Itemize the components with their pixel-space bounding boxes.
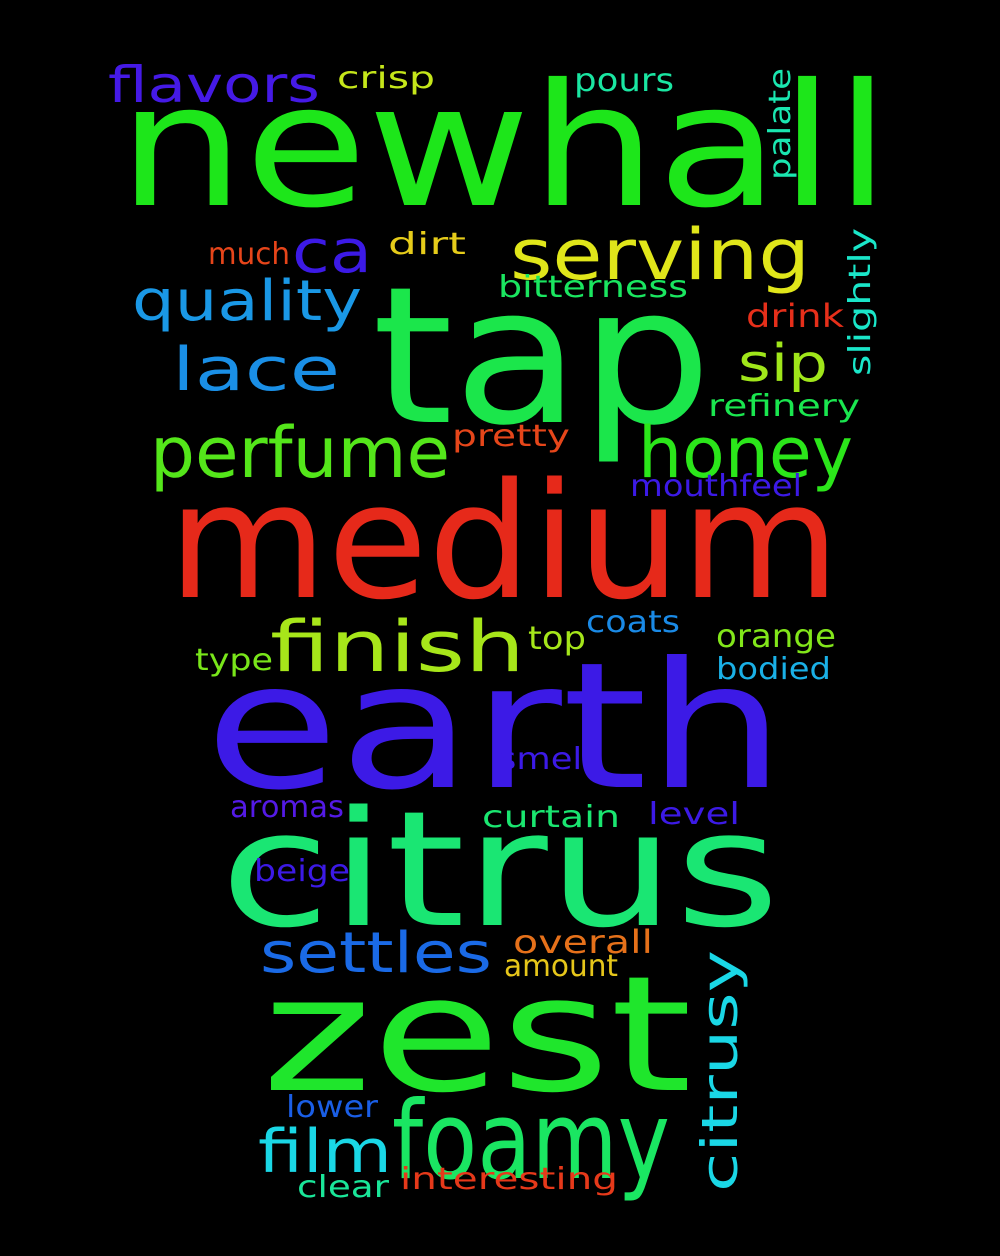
- word-aromas: aromas: [230, 790, 345, 825]
- word-mouthfeel: mouthfeel: [630, 469, 803, 504]
- word-zest: zest: [262, 941, 693, 1128]
- word-orange: orange: [716, 617, 836, 655]
- word-flavors: flavors: [108, 56, 320, 114]
- word-slightly: slightly: [843, 227, 878, 376]
- word-finish: finish: [270, 606, 526, 688]
- word-refinery: refinery: [708, 389, 861, 424]
- word-perfume: perfume: [150, 412, 451, 494]
- word-type: type: [195, 643, 274, 678]
- word-bodied: bodied: [716, 652, 831, 687]
- word-beige: beige: [254, 854, 351, 889]
- word-foamy: foamy: [392, 1079, 670, 1204]
- word-pretty: pretty: [452, 419, 570, 454]
- word-settles: settles: [260, 921, 492, 986]
- word-level: level: [648, 797, 741, 832]
- word-bitterness: bitterness: [498, 270, 688, 305]
- word-clear: clear: [297, 1170, 390, 1205]
- word-citrus: citrus: [220, 776, 780, 963]
- word-quality: quality: [132, 269, 363, 334]
- word-serving: serving: [510, 214, 811, 296]
- word-amount: amount: [504, 949, 619, 984]
- word-film: film: [258, 1117, 393, 1187]
- word-much: much: [208, 237, 290, 272]
- word-coats: coats: [586, 605, 681, 640]
- word-lower: lower: [286, 1090, 379, 1125]
- word-crisp: crisp: [337, 61, 435, 96]
- word-newhall: newhall: [118, 48, 891, 246]
- word-smell: smell: [498, 742, 592, 777]
- word-ca: ca: [292, 217, 373, 287]
- word-pours: pours: [574, 61, 674, 99]
- word-top: top: [528, 619, 586, 657]
- word-citrusy: citrusy: [691, 950, 749, 1192]
- word-interesting: interesting: [400, 1162, 619, 1197]
- word-honey: honey: [638, 412, 853, 494]
- word-sip: sip: [738, 334, 828, 394]
- word-curtain: curtain: [482, 800, 621, 835]
- word-palate: palate: [763, 67, 798, 180]
- word-lace: lace: [172, 335, 340, 405]
- word-dirt: dirt: [388, 227, 466, 262]
- word-medium: medium: [168, 448, 841, 635]
- word-earth: earth: [205, 626, 786, 829]
- word-drink: drink: [746, 297, 844, 335]
- word-tap: tap: [372, 246, 712, 467]
- word-overall: overall: [513, 923, 653, 961]
